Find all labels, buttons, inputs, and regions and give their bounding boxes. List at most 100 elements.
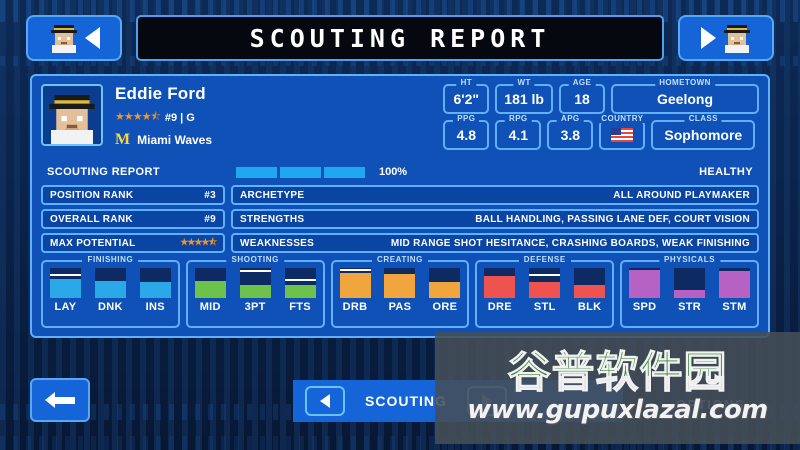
vital-label: AGE — [568, 78, 596, 87]
attribute-meter-fill — [339, 272, 371, 298]
player-name-block: Eddie Ford ★★★★⯪ #9 | G M Miami Waves — [115, 84, 212, 158]
vital-country: COUNTRY — [597, 114, 648, 150]
profile-value: BALL HANDLING, PASSING LANE DEF, COURT V… — [475, 213, 750, 225]
attribute-meter — [674, 268, 706, 298]
progress-segment — [323, 166, 365, 178]
attribute-meter-fill — [94, 280, 126, 298]
attribute-groups: FINISHING LAY DNK INS SHOOTING MID 3PT FTS CREAT… — [41, 255, 759, 328]
attribute-fts: FTS — [283, 268, 317, 313]
vital-value: Geelong — [656, 91, 713, 107]
attribute-lay: LAY — [48, 268, 82, 313]
attribute-meter — [429, 268, 461, 298]
vital-value: 18 — [574, 91, 590, 107]
watermark-url-text: www.gupuxlazal.com — [467, 394, 768, 425]
table-row: ARCHETYPE ALL AROUND PLAYMAKER — [231, 185, 759, 205]
progress-segment — [235, 166, 277, 178]
attribute-label: MID — [199, 301, 221, 313]
attribute-group: PHYSICALS SPD STR STM — [620, 255, 759, 328]
attribute-group-title: CREATING — [371, 255, 428, 264]
attribute-meter — [718, 268, 750, 298]
player-name: Eddie Ford — [115, 84, 206, 103]
attribute-meter — [574, 268, 606, 298]
attribute-group: FINISHING LAY DNK INS — [41, 255, 180, 328]
attribute-meter-fill — [384, 274, 416, 298]
player-number-position: #9 | G — [164, 111, 195, 124]
avatar — [41, 84, 103, 146]
attribute-ore: ORE — [428, 268, 462, 313]
attribute-label: DRB — [342, 301, 368, 313]
vital-value: 4.1 — [508, 127, 529, 143]
status-badge: HEALTHY — [699, 166, 753, 178]
attribute-label: FTS — [289, 301, 311, 313]
vital-value: 3.8 — [560, 127, 581, 143]
table-row: MAX POTENTIAL ★★★★⯪ — [41, 233, 225, 253]
page-title-text: SCOUTING REPORT — [249, 23, 551, 53]
next-player-button[interactable] — [678, 15, 774, 61]
info-grid: POSITION RANK #3 OVERALL RANK #9 MAX POTENTI… — [41, 185, 759, 253]
attribute-meter — [94, 268, 126, 298]
player-identity-row: Eddie Ford ★★★★⯪ #9 | G M Miami Waves HT… — [41, 78, 759, 158]
background-crowd-band-upper — [0, 56, 800, 66]
attribute-group-title: SHOOTING — [226, 255, 284, 264]
attribute-label: INS — [145, 301, 165, 313]
vital-age: AGE 18 — [559, 78, 605, 114]
vital-apg: APG 3.8 — [547, 114, 594, 150]
vital-wt: WT 181 lb — [495, 78, 553, 114]
attribute-group: SHOOTING MID 3PT FTS — [185, 255, 325, 328]
triangle-left-icon — [320, 394, 330, 408]
back-button[interactable] — [30, 378, 90, 422]
attribute-meter-fill — [139, 281, 171, 298]
profile-key: ARCHETYPE — [240, 189, 305, 201]
vital-label: WT — [513, 78, 535, 87]
vital-label: PPG — [453, 114, 480, 123]
attribute-meter-fill — [49, 279, 81, 298]
attribute-meter-fill — [484, 276, 516, 298]
vital-label: HT — [456, 78, 477, 87]
team-name: Miami Waves — [137, 133, 213, 147]
attribute-meter-fill — [674, 290, 706, 298]
profile-key: WEAKNESSES — [240, 237, 315, 249]
attribute-group-title: DEFENSE — [518, 255, 571, 264]
attribute-meter-fill — [529, 281, 561, 298]
vitals-row-1: HT 6'2" WT 181 lb AGE 18 HOMETOWN Geelon… — [443, 78, 759, 114]
attribute-meter-fill — [194, 280, 226, 298]
rank-key: MAX POTENTIAL — [50, 237, 136, 249]
attribute-mid: MID — [193, 268, 227, 313]
attribute-label: STR — [678, 301, 702, 313]
attribute-3pt: 3PT — [238, 268, 272, 313]
vital-label: RPG — [505, 114, 532, 123]
rank-value: #3 — [204, 189, 216, 201]
tab-prev-button[interactable] — [305, 386, 345, 416]
scouting-progress-row: SCOUTING REPORT 100% HEALTHY — [41, 162, 759, 183]
scouting-progress-label: SCOUTING REPORT — [47, 166, 160, 178]
attribute-label: ORE — [432, 301, 458, 313]
attribute-group-title: FINISHING — [82, 255, 139, 264]
attribute-group-title: PHYSICALS — [658, 255, 721, 264]
header-bar: SCOUTING REPORT — [0, 14, 800, 62]
scouting-report-panel: Eddie Ford ★★★★⯪ #9 | G M Miami Waves HT… — [30, 74, 770, 338]
profile-value: MID RANGE SHOT HESITANCE, CRASHING BOARD… — [390, 237, 750, 249]
attribute-meter-fill — [429, 282, 461, 298]
prev-player-button[interactable] — [26, 15, 122, 61]
tab-scouting[interactable]: SCOUTING — [365, 393, 447, 409]
attribute-meter-fill — [629, 270, 661, 298]
table-row: WEAKNESSES MID RANGE SHOT HESITANCE, CRAS… — [231, 233, 759, 253]
attribute-meter — [284, 268, 316, 298]
attribute-potential-cap — [49, 274, 81, 277]
attribute-dnk: DNK — [93, 268, 127, 313]
attribute-meter — [529, 268, 561, 298]
attribute-pas: PAS — [383, 268, 417, 313]
attribute-stl: STL — [528, 268, 562, 313]
watermark-cn-text: 谷普软件园 — [507, 347, 728, 398]
attribute-str: STR — [673, 268, 707, 313]
attribute-label: STL — [533, 301, 556, 313]
attribute-potential-cap — [239, 270, 271, 273]
attribute-potential-cap — [529, 273, 561, 276]
attribute-label: STM — [722, 301, 747, 313]
attribute-label: PAS — [388, 301, 412, 313]
table-row: STRENGTHS BALL HANDLING, PASSING LANE DEF… — [231, 209, 759, 229]
rank-key: OVERALL RANK — [50, 213, 133, 225]
triangle-left-icon — [84, 27, 100, 49]
attribute-meter — [194, 268, 226, 298]
